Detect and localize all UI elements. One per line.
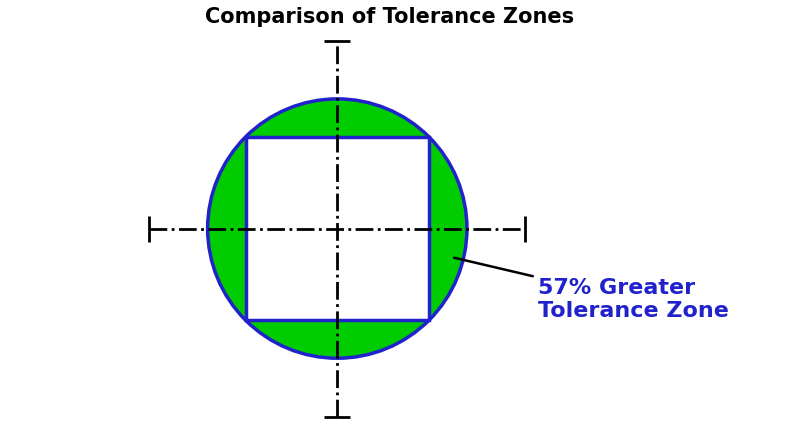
Title: Comparison of Tolerance Zones: Comparison of Tolerance Zones [205,7,574,27]
Circle shape [208,99,467,358]
Bar [246,137,429,320]
Text: 57% Greater
Tolerance Zone: 57% Greater Tolerance Zone [454,258,729,322]
Bar [246,137,429,320]
